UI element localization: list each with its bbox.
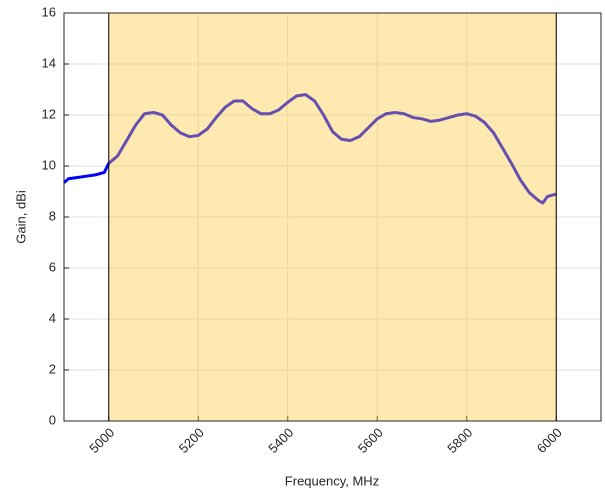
- x-tick-label: 6000: [534, 425, 565, 456]
- x-tick-label: 5800: [444, 425, 475, 456]
- y-tick-label: 4: [49, 310, 56, 325]
- x-tick-label: 5600: [355, 425, 386, 456]
- axes-box: [63, 12, 602, 422]
- y-tick-label: 14: [42, 55, 56, 70]
- y-tick-label: 2: [49, 361, 56, 376]
- y-tick-label: 12: [42, 106, 56, 121]
- y-tick-label: 16: [42, 4, 56, 19]
- x-tick-label: 5200: [176, 425, 207, 456]
- shaded-band: [108, 12, 557, 422]
- y-tick-label: 0: [49, 412, 56, 427]
- y-tick-label: 6: [49, 259, 56, 274]
- x-tick-label: 5000: [86, 425, 117, 456]
- data-line: [63, 93, 557, 205]
- y-tick-label: 8: [49, 208, 56, 223]
- y-tick-label: 10: [42, 157, 56, 172]
- x-tick-label: 5400: [265, 425, 296, 456]
- x-axis-label: Frequency, MHz: [285, 473, 379, 488]
- y-axis-label: Gain, dBi: [13, 190, 28, 244]
